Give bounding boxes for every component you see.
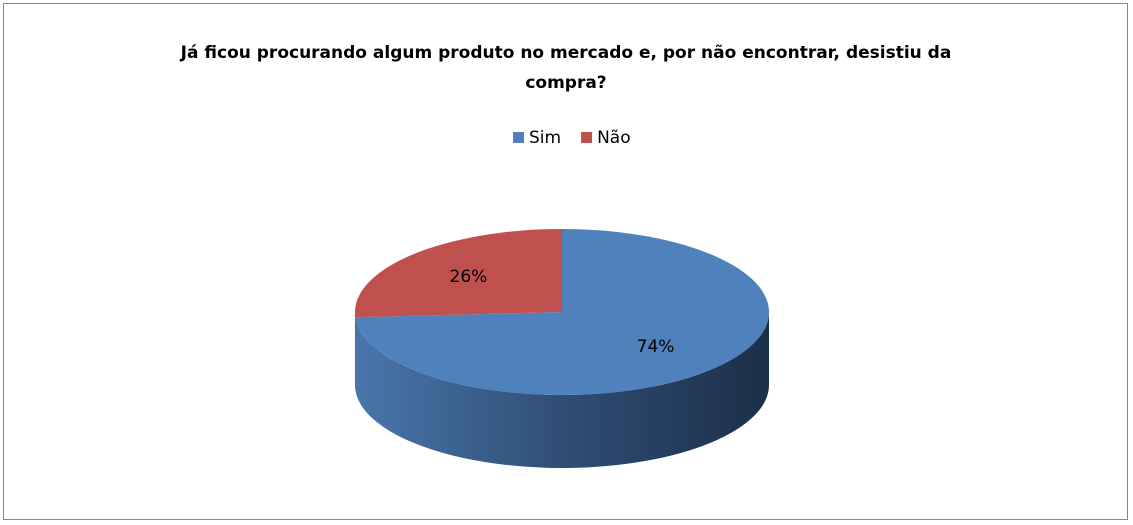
legend-swatch (513, 132, 524, 143)
legend-label: Não (597, 128, 631, 148)
chart-title: Já ficou procurando algum produto no mer… (180, 43, 952, 93)
pie-slice (355, 229, 769, 395)
data-label: 26% (450, 267, 488, 287)
legend-swatch (581, 132, 593, 143)
legend-label: Sim (529, 128, 561, 148)
data-label: 74% (637, 337, 675, 357)
pie-slice (355, 229, 562, 318)
pie-side (355, 312, 769, 468)
chart-frame (3, 3, 1128, 520)
